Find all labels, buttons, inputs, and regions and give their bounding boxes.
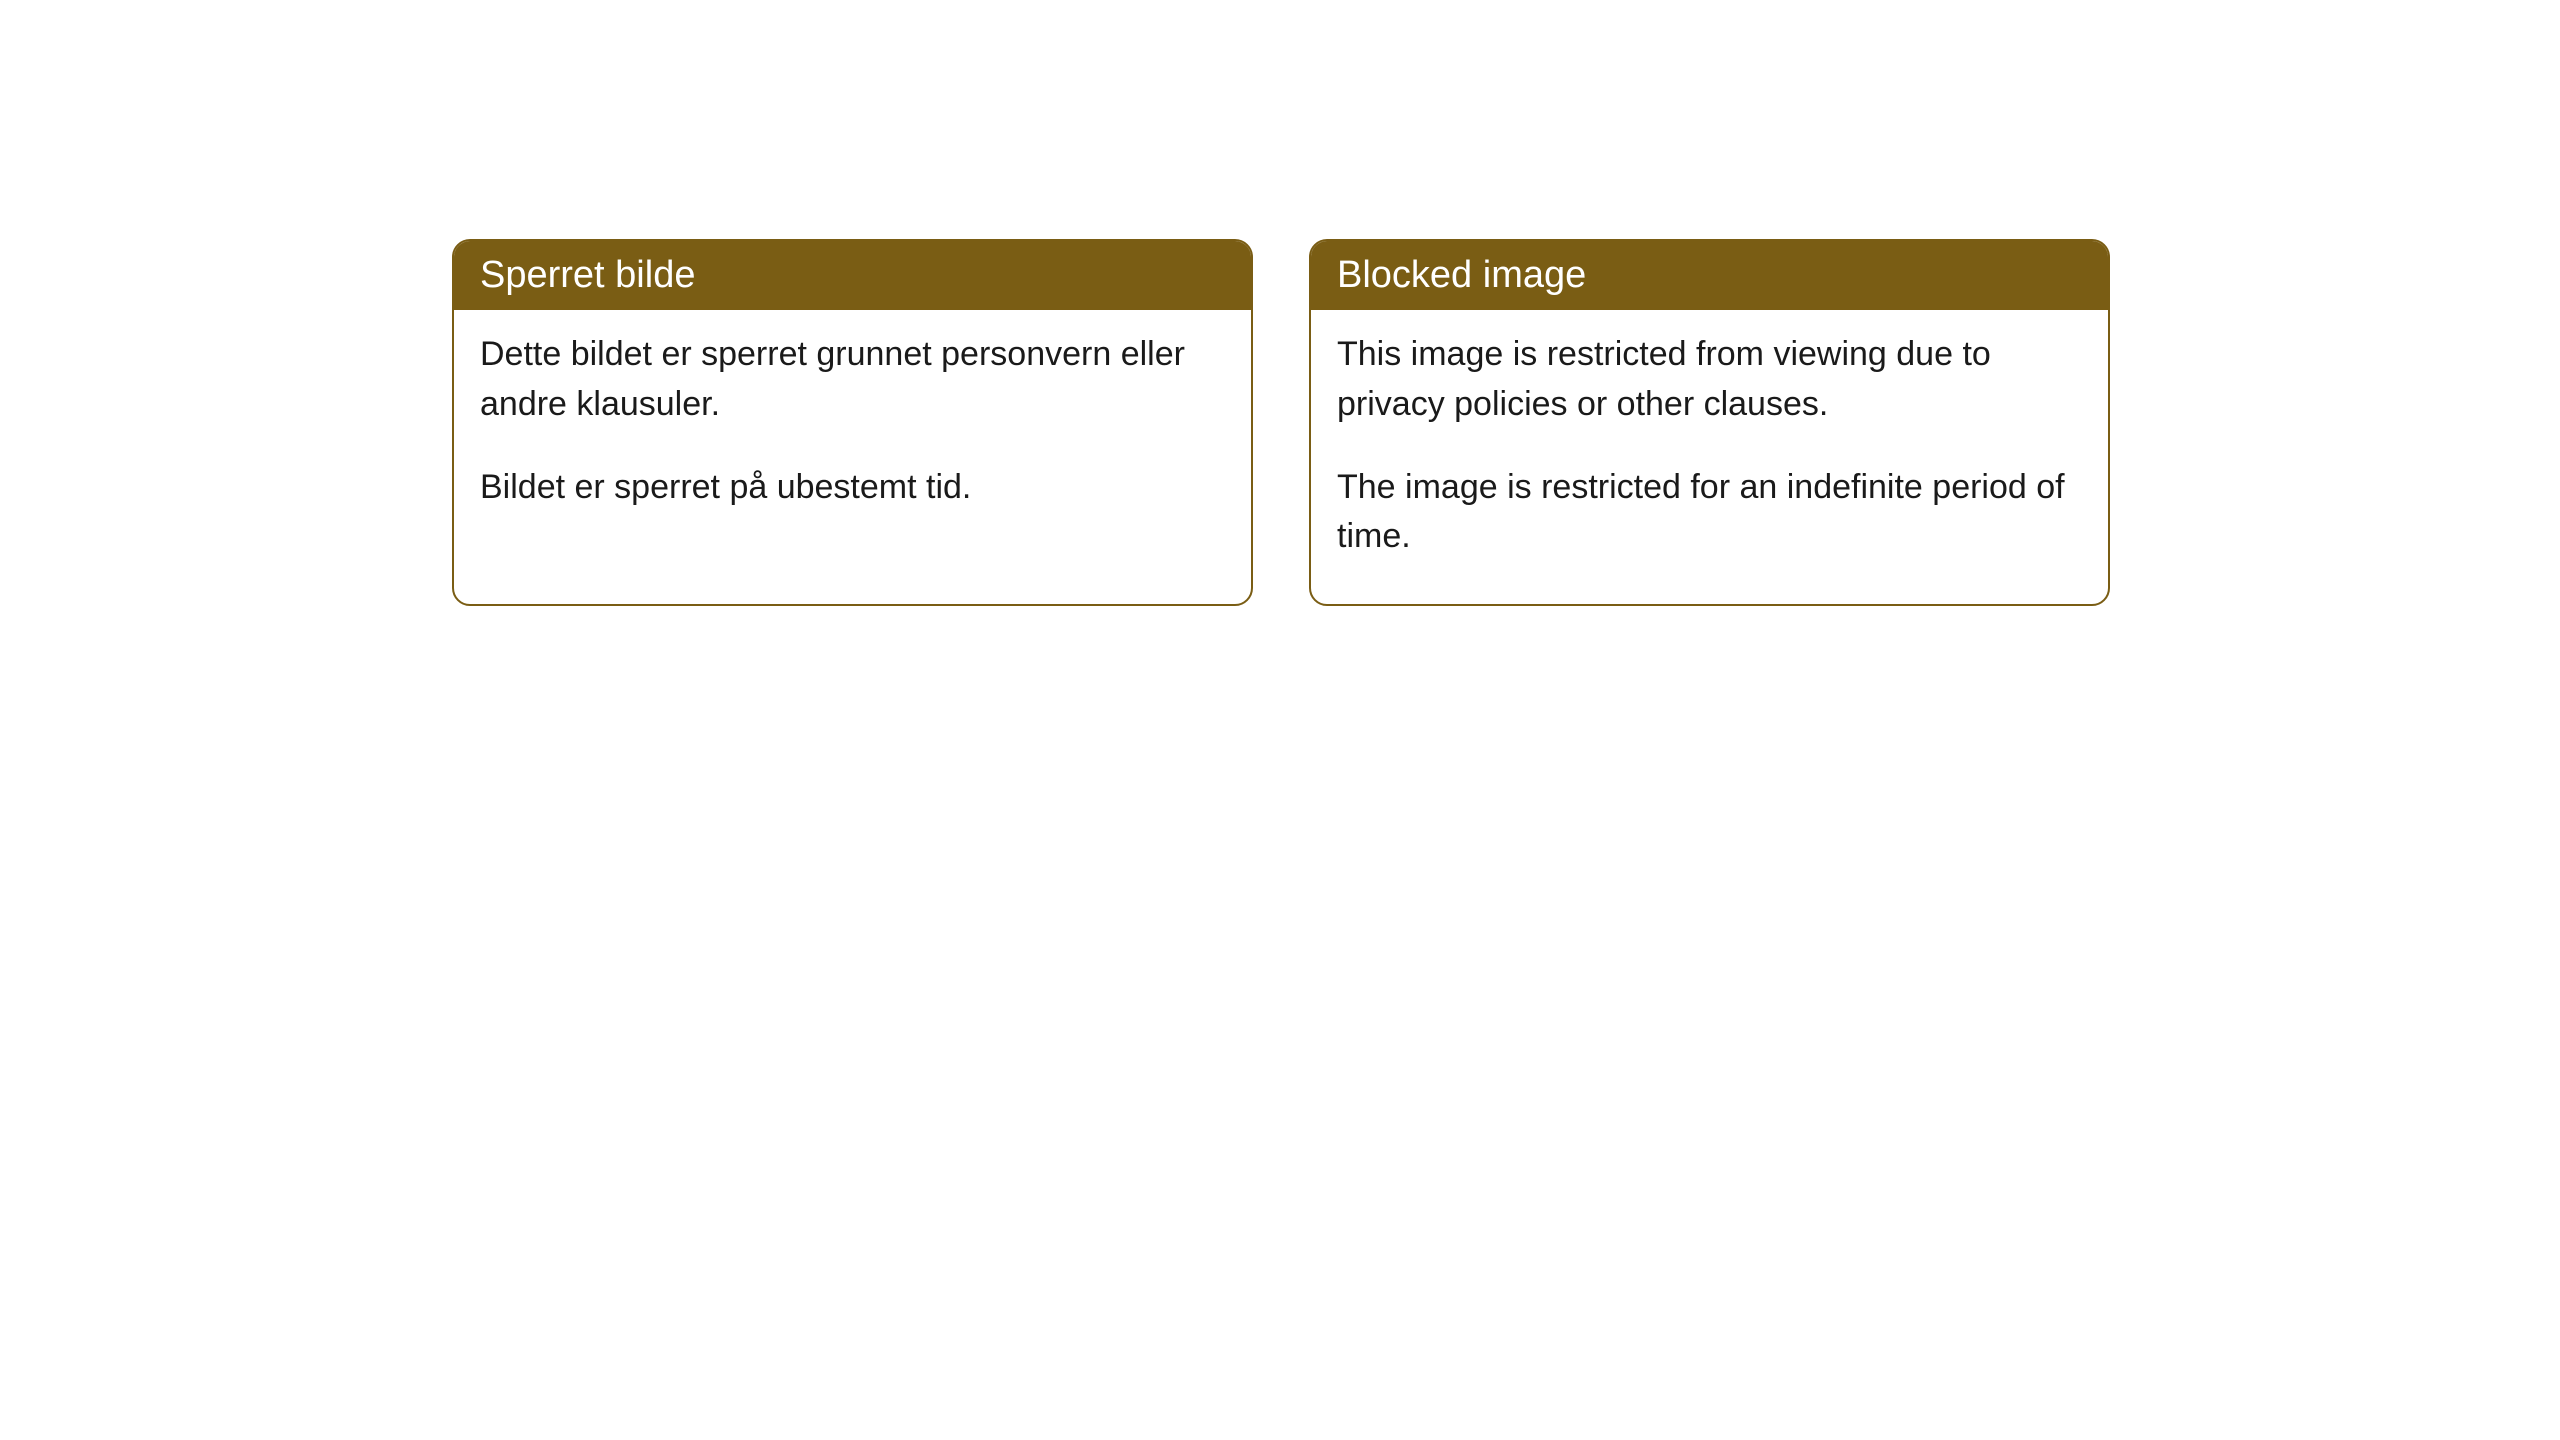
- card-title: Sperret bilde: [480, 254, 695, 296]
- notice-cards-container: Sperret bilde Dette bildet er sperret gr…: [452, 239, 2110, 606]
- card-body: Dette bildet er sperret grunnet personve…: [454, 310, 1251, 554]
- card-header: Sperret bilde: [454, 241, 1251, 310]
- card-title: Blocked image: [1337, 254, 1586, 296]
- card-paragraph: This image is restricted from viewing du…: [1337, 330, 2082, 429]
- card-paragraph: Dette bildet er sperret grunnet personve…: [480, 330, 1225, 429]
- card-body: This image is restricted from viewing du…: [1311, 310, 2108, 603]
- notice-card-norwegian: Sperret bilde Dette bildet er sperret gr…: [452, 239, 1253, 606]
- card-paragraph: Bildet er sperret på ubestemt tid.: [480, 463, 1225, 512]
- card-paragraph: The image is restricted for an indefinit…: [1337, 463, 2082, 562]
- card-header: Blocked image: [1311, 241, 2108, 310]
- notice-card-english: Blocked image This image is restricted f…: [1309, 239, 2110, 606]
